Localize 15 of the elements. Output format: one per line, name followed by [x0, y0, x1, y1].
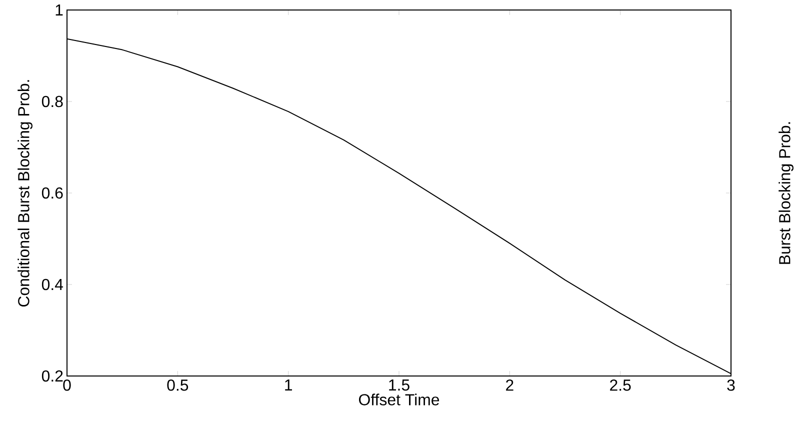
x-tick-label: 0.5: [167, 380, 188, 391]
x-tick-label: 1: [285, 380, 292, 390]
x-tick-label: 2.5: [610, 380, 631, 391]
x-tick-label: 3: [727, 380, 735, 391]
x-tick-label: 0: [63, 380, 71, 391]
y-tick-label: 0.2: [42, 370, 63, 382]
y-tick-label: 1: [56, 4, 63, 16]
y-axis-title: Conditional Burst Blocking Prob.: [18, 80, 32, 306]
y-tick-label: 0.4: [42, 278, 64, 290]
x-axis-title: Offset Time: [359, 394, 440, 406]
text: Burst Blocking Prob.: [778, 122, 794, 264]
y-tick-label: 0.8: [42, 96, 63, 108]
x-tick-label: 1.5: [389, 380, 410, 391]
y-tick-label: 0.6: [42, 187, 63, 199]
x-tick-label: 2: [506, 380, 514, 391]
